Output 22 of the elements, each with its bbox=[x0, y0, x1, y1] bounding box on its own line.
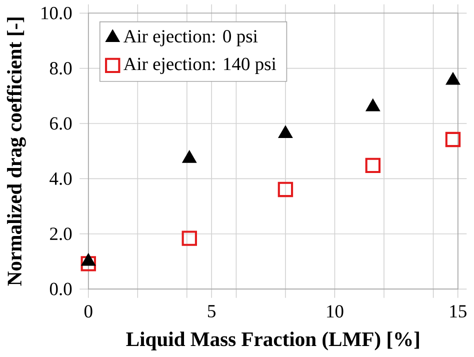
x-tick-label: 5 bbox=[208, 305, 216, 318]
y-axis-title: Normalized drag coefficient [-] bbox=[6, 18, 26, 286]
y-tick-label: 0.0 bbox=[50, 282, 72, 296]
y-tick-label: 6.0 bbox=[50, 117, 72, 130]
y-tick-label: 2.0 bbox=[50, 227, 72, 240]
point bbox=[278, 126, 292, 138]
point bbox=[365, 158, 381, 173]
y-tick-label: 8.0 bbox=[50, 62, 72, 74]
point bbox=[366, 99, 380, 112]
legend-label: Air ejection: 140 psi bbox=[124, 58, 276, 74]
point bbox=[182, 230, 197, 246]
x-tick-label: 10 bbox=[327, 305, 344, 318]
x-axis-title: Liquid Mass Fraction (LMF) [%] bbox=[126, 332, 419, 350]
point bbox=[80, 256, 96, 272]
legend-label: Air ejection: 0 psi bbox=[124, 30, 258, 46]
y-tick-label: 10.0 bbox=[42, 6, 72, 20]
x-tick-label: 0 bbox=[84, 305, 92, 318]
point bbox=[182, 150, 196, 163]
y-tick-label: 4.0 bbox=[50, 172, 72, 185]
point bbox=[278, 182, 294, 197]
point bbox=[445, 132, 461, 148]
x-tick-label: 15 bbox=[450, 305, 466, 318]
